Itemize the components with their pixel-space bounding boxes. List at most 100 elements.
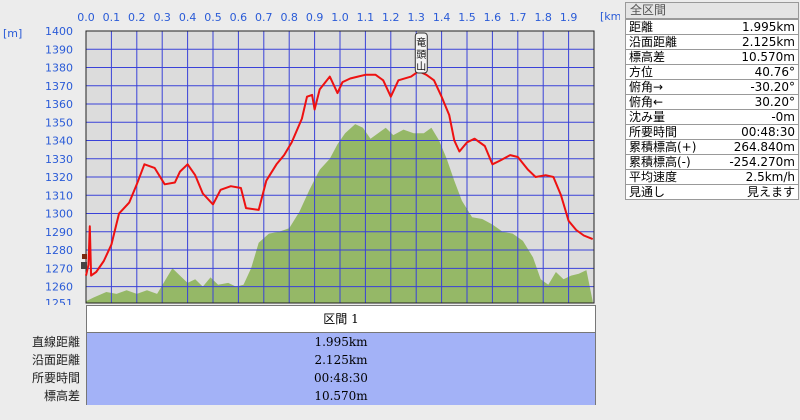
summary-row: 方位 40.76° (626, 64, 798, 80)
peak-label-char: 竜 (416, 36, 426, 49)
summary-row-value: 1.995km (713, 19, 798, 35)
summary-row-value: 264.840m (713, 139, 798, 155)
y-tick-label: 1330 (45, 153, 73, 166)
y-tick-label: 1320 (45, 171, 73, 184)
peak-label-char: 山 (416, 61, 426, 73)
summary-row-label: 距離 (626, 19, 714, 35)
summary-row-value: 10.570m (713, 49, 798, 65)
summary-row-label: 累積標高(+) (626, 139, 714, 155)
elevation-line-layer (85, 70, 594, 277)
y-tick-label: 1251 (45, 297, 73, 305)
y-tick-label: 1270 (45, 262, 73, 275)
y-tick-label: 1370 (45, 80, 73, 93)
summary-row: 沈み量 -0m (626, 109, 798, 125)
summary-row-label: 累積標高(-) (626, 154, 714, 170)
summary-title: 全区間 (626, 3, 798, 19)
summary-row-value: -0m (713, 109, 798, 125)
section-row-value: 1.995km (86, 333, 596, 351)
y-tick-label: 1340 (45, 135, 73, 148)
summary-row: 俯角→ -30.20° (626, 79, 798, 95)
y-tick-label: 1350 (45, 116, 73, 129)
summary-row-value: 40.76° (713, 64, 798, 80)
summary-row-label: 平均速度 (626, 169, 714, 185)
summary-row-value: -30.20° (713, 79, 798, 95)
summary-row-value: 見えます (713, 184, 798, 199)
y-tick-label: 1300 (45, 208, 73, 221)
y-tick-label: 1390 (45, 43, 73, 56)
summary-row: 累積標高(+) 264.840m (626, 139, 798, 155)
section-header[interactable]: 区間 1 (86, 305, 596, 333)
summary-row-label: 見通し (626, 184, 714, 199)
x-tick-label: 1.7 (509, 11, 527, 24)
plot-border (85, 30, 595, 304)
x-tick-label: 0.4 (179, 11, 197, 24)
y-tick-label: 1260 (45, 281, 73, 294)
y-tick-label: 1380 (45, 62, 73, 75)
elevation-line (85, 70, 594, 277)
grid-layer (85, 30, 595, 304)
x-tick-label: 0.8 (280, 11, 298, 24)
x-tick-label: 1.3 (407, 11, 425, 24)
x-tick-label: 1.8 (534, 11, 552, 24)
section-row-value: 00:48:30 (86, 369, 596, 387)
section-row: 沿面距離 2.125km (0, 351, 600, 369)
section-row-value: 2.125km (86, 351, 596, 369)
summary-row-label: 所要時間 (626, 124, 714, 140)
summary-row-label: 沈み量 (626, 109, 714, 125)
x-tick-label: 0.5 (204, 11, 222, 24)
summary-row-value: -254.270m (713, 154, 798, 170)
peak-label-char: 頭 (416, 49, 426, 61)
x-tick-labels: 0.0 0.1 0.2 0.3 0.4 0.5 0.6 0.7 0.8 0.9 1.0 1.1 1.2 1… (77, 11, 577, 24)
summary-row: 沿面距離 2.125km (626, 34, 798, 50)
x-tick-label: 0.6 (230, 11, 248, 24)
x-tick-label: 1.2 (382, 11, 400, 24)
y-tick-label: 1310 (45, 189, 73, 202)
x-tick-label: 1.9 (560, 11, 578, 24)
annotation-layer: 竜頭山 (414, 32, 428, 74)
section-row: 直線距離 1.995km (0, 333, 600, 351)
x-tick-label: 1.1 (357, 11, 375, 24)
section-row-value: 10.570m (86, 387, 596, 405)
summary-row: 累積標高(-) -254.270m (626, 154, 798, 170)
section-row: 所要時間 00:48:30 (0, 369, 600, 387)
elevation-profile-chart: 竜頭山 0.0 0.1 0.2 0.3 0.4 0.5 0.6 0.7 0.8 0.9 1.0 1.1… (3, 10, 620, 305)
x-tick-label: 0.7 (255, 11, 273, 24)
summary-row: 標高差 10.570m (626, 49, 798, 65)
y-tick-label: 1290 (45, 226, 73, 239)
x-tick-label: 0.3 (153, 11, 171, 24)
summary-row-label: 沿面距離 (626, 34, 714, 50)
summary-row-label: 俯角← (626, 94, 714, 110)
summary-row: 所要時間 00:48:30 (626, 124, 798, 140)
summary-row: 距離 1.995km (626, 19, 798, 35)
section-row-label: 沿面距離 (31, 353, 80, 367)
summary-panel: 全区間 距離 1.995km 沿面距離 2.125km 標高差 10.570m 方位 40.7… (625, 2, 799, 200)
summary-row: 平均速度 2.5km/h (626, 169, 798, 185)
x-tick-label: 1.0 (331, 11, 349, 24)
section-row-label: 標高差 (43, 389, 80, 403)
section-row-label: 所要時間 (31, 371, 80, 385)
start-marker-icon (81, 254, 87, 269)
y-tick-label: 1400 (45, 25, 73, 38)
x-tick-label: 0.1 (103, 11, 121, 24)
y-tick-label: 1360 (45, 98, 73, 111)
summary-row-value: 2.5km/h (713, 169, 798, 185)
summary-row-value: 2.125km (713, 34, 798, 50)
summary-row-value: 30.20° (713, 94, 798, 110)
section-row: 標高差 10.570m (0, 387, 600, 405)
summary-table: 距離 1.995km 沿面距離 2.125km 標高差 10.570m 方位 40.76° 俯角… (626, 19, 798, 199)
summary-row: 見通し 見えます (626, 184, 798, 199)
summary-row-value: 00:48:30 (713, 124, 798, 140)
x-tick-label: 0.0 (77, 11, 95, 24)
section-row-label: 直線距離 (31, 335, 80, 349)
summary-row-label: 俯角→ (626, 79, 714, 95)
summary-row: 俯角← 30.20° (626, 94, 798, 110)
y-unit-label: [m] (3, 27, 22, 40)
x-tick-label: 1.4 (433, 11, 451, 24)
x-tick-label: 1.5 (458, 11, 476, 24)
x-tick-label: 0.2 (128, 11, 146, 24)
x-unit-label: [km] (600, 10, 620, 23)
y-tick-label: 1280 (45, 244, 73, 257)
summary-row-label: 方位 (626, 64, 714, 80)
x-tick-label: 1.6 (484, 11, 502, 24)
x-tick-label: 0.9 (306, 11, 324, 24)
